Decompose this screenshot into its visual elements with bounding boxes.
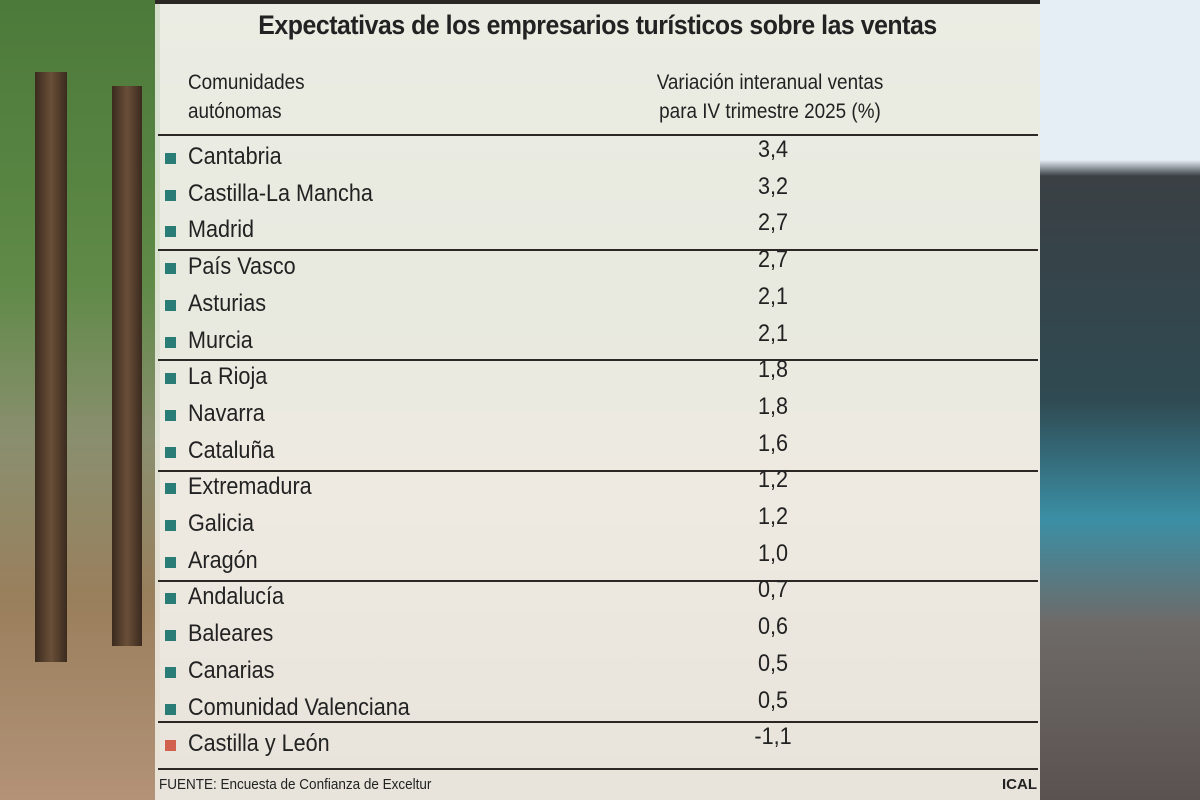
region-name: Cataluña [188,436,275,464]
legend-square-icon [165,520,176,531]
divider [158,359,1038,361]
legend-square-icon [165,263,176,275]
legend-square-icon [165,703,176,715]
legend-square-icon [165,593,176,605]
table-row: Castilla y León -1,1 [158,723,1038,763]
table-row: Castilla-La Mancha 3,2 [158,173,1038,213]
table-row: Madrid 2,7 [158,209,1038,249]
chart-title: Expectativas de los empresarios turístic… [258,10,937,40]
variation-value: 1,8 [757,356,789,384]
header-line: Variación interanual ventas [656,71,884,94]
region-name: Murcia [188,326,253,354]
table-row: Cantabria 3,4 [158,136,1038,176]
header-line: autónomas [188,100,282,123]
credit: ICAL [1002,776,1037,793]
table-panel [155,0,1040,800]
table-row: Canarias 0,5 [158,650,1038,690]
region-name: Comunidad Valenciana [188,693,410,721]
legend-square-icon [165,740,176,752]
column-header-regions: Comunidades autónomas [188,68,305,126]
divider [158,134,1038,136]
divider [158,580,1038,582]
divider [158,470,1038,472]
variation-value: 2,1 [757,319,789,347]
region-name: Extremadura [188,473,312,501]
variation-value: 1,0 [757,539,789,567]
table-row: Andalucía 0,7 [158,576,1038,616]
region-name: Canarias [188,656,275,684]
legend-square-icon [165,189,176,201]
legend-square-icon [165,336,176,348]
variation-value: 0,5 [757,686,789,714]
legend-square-icon [165,483,176,495]
divider [158,721,1038,723]
legend-square-icon [165,666,176,678]
table-row: Baleares 0,6 [158,613,1038,653]
legend-square-icon [165,226,176,238]
legend-square-icon [165,373,176,385]
variation-value: -1,1 [754,723,792,751]
region-name: Cantabria [188,143,282,170]
header-line: para IV trimestre 2025 (%) [659,100,881,123]
divider [158,249,1038,251]
variation-value: 3,4 [757,136,789,163]
table-row: País Vasco 2,7 [158,246,1038,286]
table-row: Extremadura 1,2 [158,466,1038,506]
region-name: Castilla y León [188,730,330,758]
legend-square-icon [165,299,176,311]
header-line: Comunidades [188,71,305,94]
region-name: Madrid [188,216,255,244]
variation-value: 2,7 [757,246,789,274]
region-name: País Vasco [188,253,296,281]
table-row: Navarra 1,8 [158,393,1038,433]
region-name: Castilla-La Mancha [188,179,373,207]
region-name: Baleares [188,620,274,648]
variation-value: 0,7 [757,576,789,604]
variation-value: 1,6 [757,429,789,457]
table-row: Aragón 1,0 [158,540,1038,580]
table-row: Cataluña 1,6 [158,430,1038,470]
background-photo-building [1040,0,1200,800]
variation-value: 1,2 [757,503,789,530]
legend-square-icon [165,630,176,642]
region-name: Andalucía [188,583,285,611]
variation-value: 1,8 [757,392,789,420]
variation-value: 3,2 [757,172,789,200]
column-header-variation: Variación interanual ventas para IV trim… [617,68,923,126]
source-note: FUENTE: Encuesta de Confianza de Exceltu… [159,776,432,793]
legend-square-icon [165,446,176,458]
table-row: Asturias 2,1 [158,283,1038,323]
table-row: La Rioja 1,8 [158,356,1038,396]
top-bar [155,0,1040,4]
region-name: Galicia [188,510,255,537]
region-name: Aragón [188,546,258,574]
table-row: Murcia 2,1 [158,320,1038,360]
variation-value: 0,5 [757,649,789,677]
region-name: Navarra [188,399,265,427]
divider [158,768,1038,770]
legend-square-icon [165,556,176,568]
table-row: Comunidad Valenciana 0,5 [158,687,1038,727]
variation-value: 0,6 [757,613,789,641]
region-name: Asturias [188,289,267,317]
wooden-post [35,72,67,662]
variation-value: 2,7 [757,209,789,237]
legend-square-icon [165,409,176,421]
table-row: Galicia 1,2 [158,503,1038,543]
legend-square-icon [165,153,176,164]
region-name: La Rioja [188,363,268,391]
wooden-post [112,86,142,646]
variation-value: 2,1 [757,282,789,310]
variation-value: 1,2 [757,466,789,494]
